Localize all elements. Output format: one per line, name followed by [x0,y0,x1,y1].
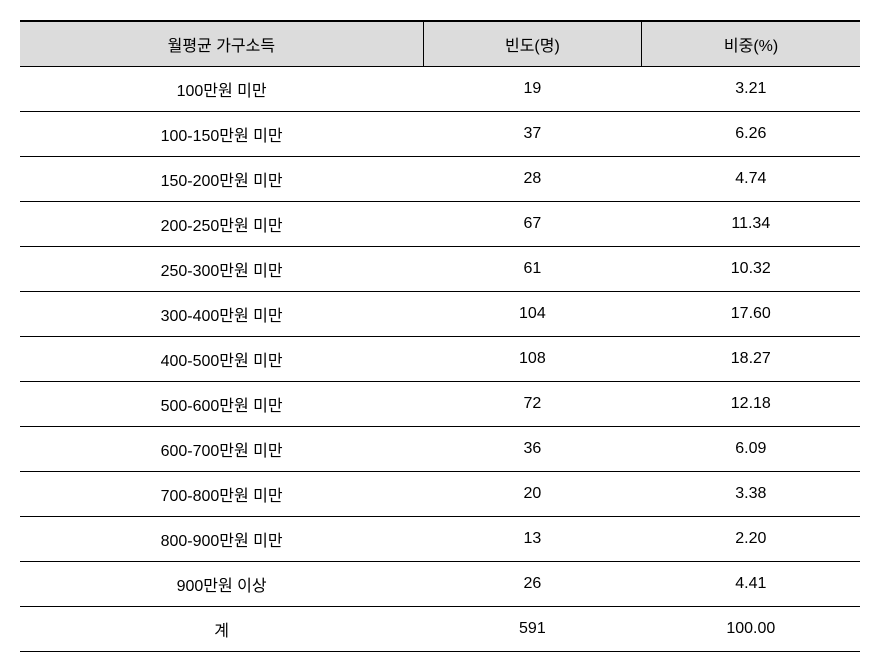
table-row: 250-300만원 미만6110.32 [20,247,860,292]
cell-percentage: 10.32 [642,247,860,292]
cell-frequency: 26 [423,562,641,607]
table-row: 200-250만원 미만6711.34 [20,202,860,247]
cell-frequency: 108 [423,337,641,382]
cell-frequency: 72 [423,382,641,427]
table-row: 계591100.00 [20,607,860,652]
cell-percentage: 100.00 [642,607,860,652]
cell-percentage: 12.18 [642,382,860,427]
cell-frequency: 591 [423,607,641,652]
cell-frequency: 13 [423,517,641,562]
table-row: 100만원 미만193.21 [20,67,860,112]
table-row: 600-700만원 미만366.09 [20,427,860,472]
cell-frequency: 19 [423,67,641,112]
cell-category: 계 [20,607,423,652]
cell-percentage: 3.38 [642,472,860,517]
cell-category: 500-600만원 미만 [20,382,423,427]
cell-percentage: 6.26 [642,112,860,157]
cell-percentage: 17.60 [642,292,860,337]
cell-category: 300-400만원 미만 [20,292,423,337]
cell-percentage: 2.20 [642,517,860,562]
header-percentage: 비중(%) [642,21,860,67]
cell-frequency: 37 [423,112,641,157]
table-row: 300-400만원 미만10417.60 [20,292,860,337]
table-header-row: 월평균 가구소득 빈도(명) 비중(%) [20,21,860,67]
table-row: 100-150만원 미만376.26 [20,112,860,157]
table-header: 월평균 가구소득 빈도(명) 비중(%) [20,21,860,67]
table-row: 500-600만원 미만7212.18 [20,382,860,427]
table-row: 400-500만원 미만10818.27 [20,337,860,382]
cell-percentage: 3.21 [642,67,860,112]
cell-category: 200-250만원 미만 [20,202,423,247]
cell-frequency: 36 [423,427,641,472]
cell-frequency: 104 [423,292,641,337]
cell-frequency: 67 [423,202,641,247]
cell-category: 400-500만원 미만 [20,337,423,382]
table-row: 800-900만원 미만132.20 [20,517,860,562]
cell-category: 250-300만원 미만 [20,247,423,292]
cell-percentage: 6.09 [642,427,860,472]
income-table: 월평균 가구소득 빈도(명) 비중(%) 100만원 미만193.21100-1… [20,20,860,652]
table-row: 700-800만원 미만203.38 [20,472,860,517]
cell-category: 800-900만원 미만 [20,517,423,562]
table-container: 월평균 가구소득 빈도(명) 비중(%) 100만원 미만193.21100-1… [20,20,860,652]
cell-category: 100만원 미만 [20,67,423,112]
cell-frequency: 61 [423,247,641,292]
header-frequency: 빈도(명) [423,21,641,67]
table-body: 100만원 미만193.21100-150만원 미만376.26150-200만… [20,67,860,652]
cell-category: 150-200만원 미만 [20,157,423,202]
cell-percentage: 4.74 [642,157,860,202]
cell-frequency: 20 [423,472,641,517]
table-row: 150-200만원 미만284.74 [20,157,860,202]
table-row: 900만원 이상264.41 [20,562,860,607]
cell-category: 900만원 이상 [20,562,423,607]
cell-category: 100-150만원 미만 [20,112,423,157]
cell-category: 700-800만원 미만 [20,472,423,517]
cell-percentage: 11.34 [642,202,860,247]
cell-frequency: 28 [423,157,641,202]
cell-category: 600-700만원 미만 [20,427,423,472]
header-category: 월평균 가구소득 [20,21,423,67]
cell-percentage: 18.27 [642,337,860,382]
cell-percentage: 4.41 [642,562,860,607]
